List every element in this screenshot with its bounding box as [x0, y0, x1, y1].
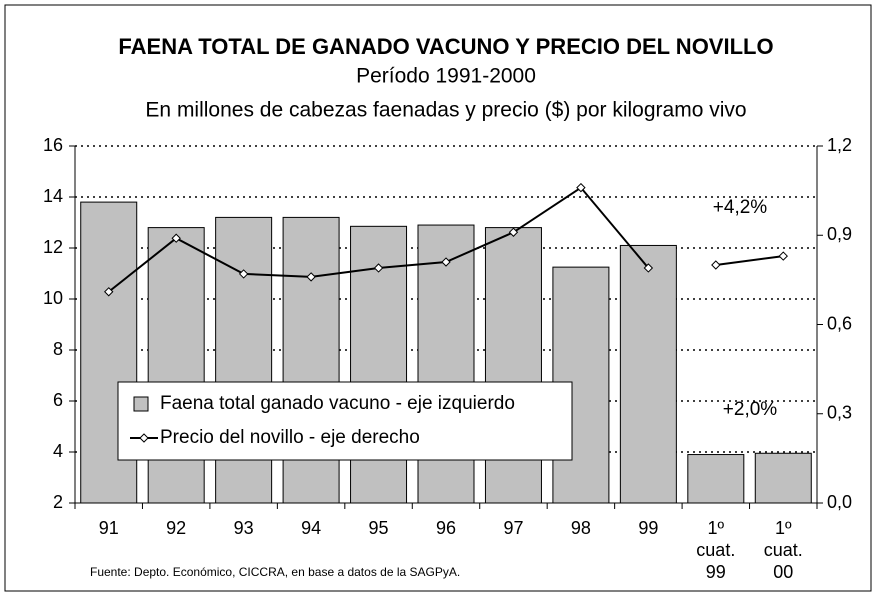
y-tick-label: 8	[53, 339, 63, 359]
y-tick-label: 14	[43, 186, 63, 206]
grid	[75, 145, 817, 453]
y-tick-label: 4	[53, 441, 63, 461]
chart-subtitle: Período 1991-2000	[356, 65, 536, 88]
marker	[576, 182, 586, 193]
bar	[754, 452, 812, 504]
marker	[171, 233, 181, 243]
y2-tick-label: 0,9	[827, 224, 852, 244]
legend-label: Faena total ganado vacuno - eje izquierd…	[160, 393, 515, 414]
legend-label: Precio del novillo - eje derecho	[160, 427, 420, 448]
legend-box	[117, 381, 573, 461]
y-tick-label: 6	[53, 390, 63, 410]
y-tick-label: 10	[43, 288, 63, 308]
y-tick-label: 12	[43, 237, 63, 257]
marker	[441, 257, 451, 267]
bar	[619, 244, 677, 504]
y2-tick-label: 0,0	[827, 492, 852, 512]
x-tick-label: 1º cuat. 00	[764, 518, 803, 582]
marker	[711, 260, 721, 270]
marker	[778, 251, 788, 261]
marker	[373, 263, 384, 273]
bar	[484, 227, 542, 504]
annotation: +2,0%	[723, 399, 778, 420]
x-tick-label: 92	[166, 518, 186, 538]
y-tick-label: 16	[43, 135, 63, 155]
legend-swatch	[133, 396, 149, 412]
y2-tick-label: 1,2	[827, 135, 852, 155]
legend-swatch	[139, 433, 149, 443]
chart-subtitle: En millones de cabezas faenadas y precio…	[145, 99, 746, 122]
marker	[238, 269, 249, 279]
chart-title: FAENA TOTAL DE GANADO VACUNO Y PRECIO DE…	[118, 34, 773, 59]
marker	[104, 287, 114, 297]
marker	[508, 227, 519, 237]
bar	[147, 227, 205, 504]
x-tick-label: 93	[234, 518, 254, 538]
x-tick-label: 91	[99, 518, 119, 538]
y2-tick-label: 0,6	[827, 313, 852, 333]
x-tick-label: 94	[301, 518, 321, 538]
marker	[306, 272, 316, 282]
bar	[417, 224, 475, 504]
x-tick-label: 96	[436, 518, 456, 538]
annotation: +4,2%	[713, 197, 768, 218]
x-tick-label: 95	[369, 518, 389, 538]
bar	[687, 454, 745, 504]
marker	[643, 263, 654, 273]
x-tick-label: 97	[503, 518, 523, 538]
y-tick-label: 2	[53, 492, 63, 512]
x-tick-label: 99	[638, 518, 658, 538]
source-note: Fuente: Depto. Económico, CICCRA, en bas…	[90, 565, 460, 579]
legend: Faena total ganado vacuno - eje izquierd…	[117, 381, 573, 461]
line	[715, 255, 784, 266]
x-tick-label: 1º cuat. 99	[696, 518, 735, 582]
x-tick-label: 98	[571, 518, 591, 538]
y2-tick-label: 0,3	[827, 403, 852, 423]
